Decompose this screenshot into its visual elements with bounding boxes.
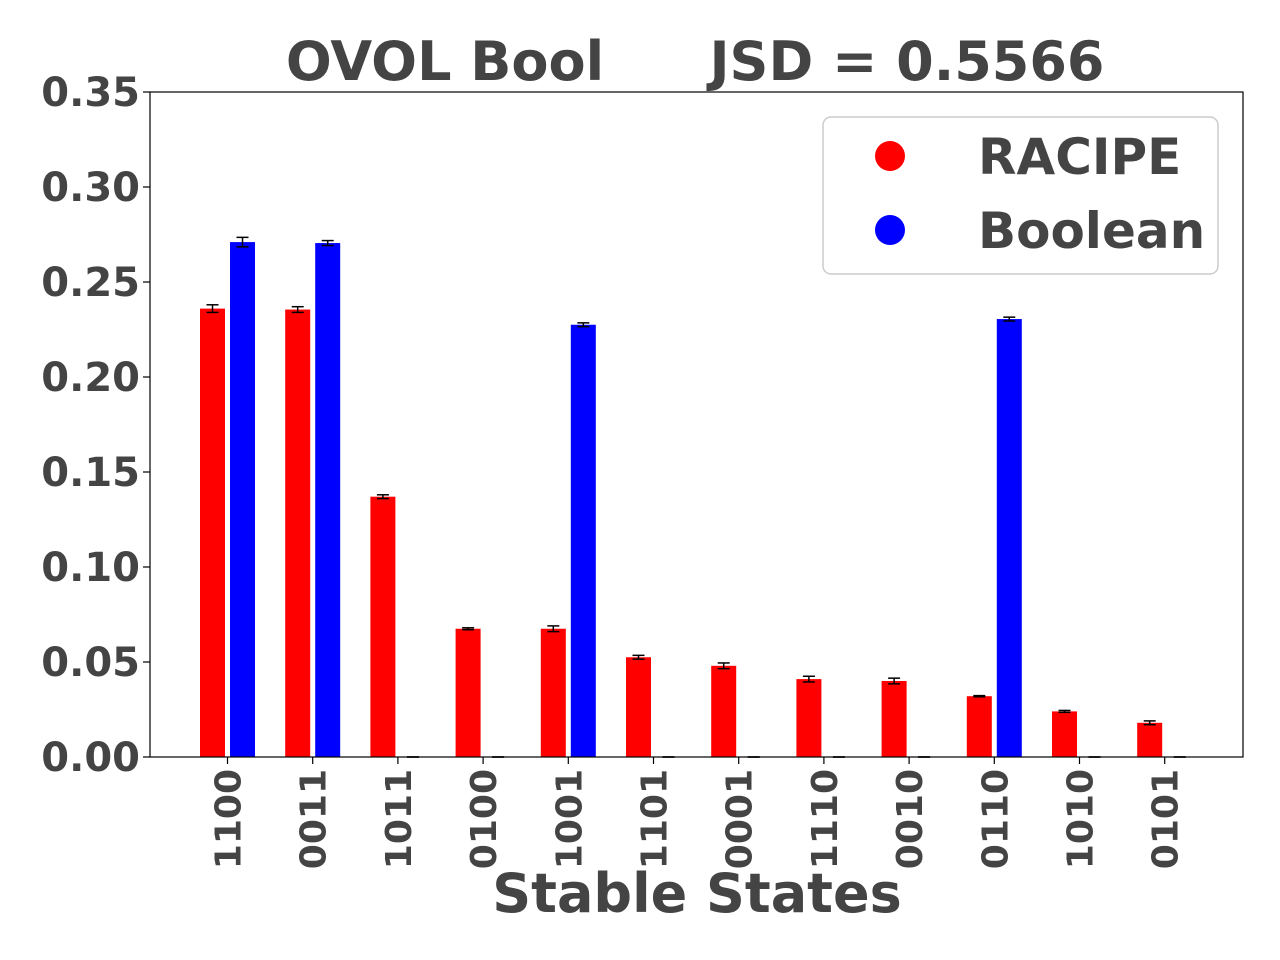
bar-racipe-1001 xyxy=(540,628,566,757)
bar-racipe-1101 xyxy=(626,657,651,757)
x-tick-label: 0010 xyxy=(890,769,931,869)
y-tick-label: 0.05 xyxy=(41,640,140,686)
x-tick-label: 0001 xyxy=(720,769,761,869)
bar-boolean-0011 xyxy=(315,243,341,758)
x-tick-label: 1010 xyxy=(1061,769,1102,869)
bar-boolean-0110 xyxy=(996,319,1022,757)
x-tick-label: 0110 xyxy=(975,769,1016,869)
y-tick-label: 0.15 xyxy=(41,450,140,496)
legend-label-boolean: Boolean xyxy=(978,202,1205,260)
y-tick-label: 0.10 xyxy=(41,545,140,591)
legend: RACIPE Boolean xyxy=(822,116,1219,275)
x-tick-label: 1001 xyxy=(549,769,590,869)
x-axis-label: Stable States xyxy=(492,862,901,925)
bar-racipe-0001 xyxy=(711,665,737,757)
x-tick-label: 1101 xyxy=(635,769,676,869)
bar-boolean-1100 xyxy=(230,242,255,758)
bar-racipe-0010 xyxy=(881,681,907,757)
bar-boolean-1001 xyxy=(570,324,596,757)
x-tick-label: 1011 xyxy=(379,769,420,869)
bar-racipe-1010 xyxy=(1052,711,1077,757)
legend-marker-racipe xyxy=(875,141,905,171)
x-tick-label: 0101 xyxy=(1146,769,1187,869)
bar-racipe-1011 xyxy=(370,496,396,757)
y-tick-label: 0.00 xyxy=(41,735,140,781)
legend-label-racipe: RACIPE xyxy=(978,128,1181,186)
y-tick-label: 0.35 xyxy=(41,70,140,116)
x-axis: 1100 0011 1011 0100 1001 1101 0001 1110 0010 0110… xyxy=(209,757,1187,869)
plot-frame xyxy=(149,91,1244,758)
bar-racipe-0110 xyxy=(966,696,992,757)
y-tick-label: 0.30 xyxy=(41,165,140,211)
bar-racipe-1110 xyxy=(796,679,822,757)
bars-group xyxy=(200,236,1186,758)
x-tick-label: 1100 xyxy=(209,769,250,869)
bar-racipe-0011 xyxy=(285,309,311,757)
legend-box xyxy=(822,116,1219,275)
bar-racipe-1100 xyxy=(200,308,225,757)
legend-marker-boolean xyxy=(875,215,905,245)
chart-title-left: OVOL Bool xyxy=(286,30,604,93)
y-tick-label: 0.20 xyxy=(41,355,140,401)
chart-title-right: JSD = 0.5566 xyxy=(705,30,1104,93)
bar-racipe-0100 xyxy=(455,628,481,757)
bar-racipe-0101 xyxy=(1137,722,1163,757)
y-tick-label: 0.25 xyxy=(41,260,140,306)
y-axis: 0.00 0.05 0.10 0.15 0.20 0.25 0.30 0.35 xyxy=(41,70,150,781)
x-tick-label: 1110 xyxy=(805,769,846,869)
x-tick-label: 0011 xyxy=(294,769,335,869)
x-tick-label: 0100 xyxy=(464,769,505,869)
